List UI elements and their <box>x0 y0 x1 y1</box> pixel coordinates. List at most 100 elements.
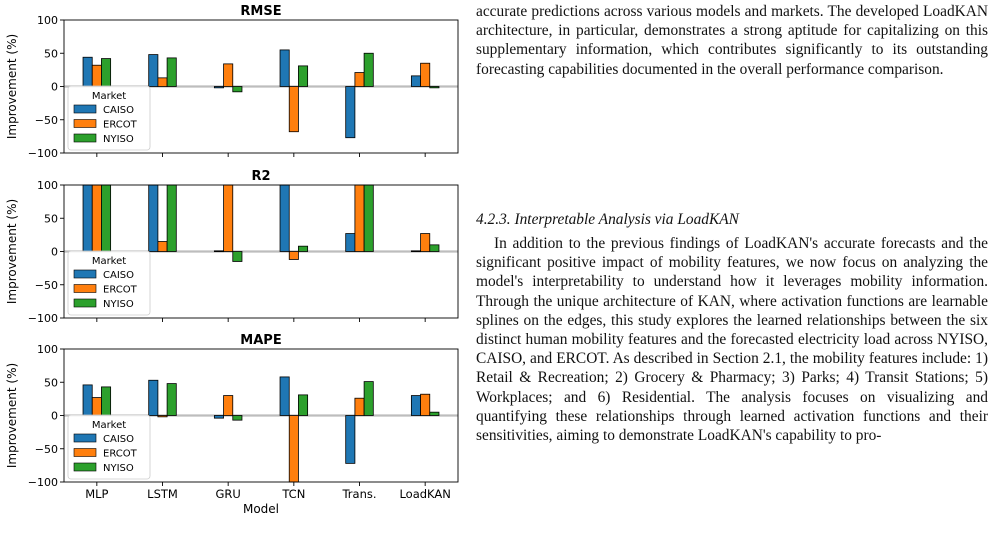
y-tick-label: −50 <box>35 114 58 127</box>
bar-nyiso-lstm <box>166 57 177 87</box>
chart-title: RMSE <box>240 4 281 19</box>
bar-caiso-mlp <box>82 56 93 87</box>
bar-nyiso-loadkan <box>429 86 440 89</box>
bar-nyiso-gru <box>232 251 243 262</box>
bar-caiso-gru <box>213 415 224 419</box>
bar-caiso-gru <box>213 86 224 89</box>
legend-label-nyiso: NYISO <box>103 299 134 310</box>
chart-title: R2 <box>251 169 270 184</box>
legend: Market CAISO ERCOT NYISO <box>67 250 151 316</box>
bar-ercot-trans <box>354 184 365 252</box>
bar-caiso-lstm <box>148 184 159 252</box>
bar-ercot-lstm <box>157 241 168 252</box>
legend-label-nyiso: NYISO <box>103 134 134 145</box>
bar-caiso-mlp <box>82 184 93 252</box>
y-tick-label: −100 <box>28 476 58 489</box>
x-tick-label: MLP <box>85 487 108 501</box>
bar-ercot-mlp <box>91 64 102 87</box>
legend-title: Market <box>92 420 126 431</box>
y-tick-label: 0 <box>51 410 58 423</box>
y-tick-label: −100 <box>28 312 58 325</box>
bar-nyiso-gru <box>232 415 243 421</box>
bar-nyiso-loadkan <box>429 411 440 416</box>
bar-ercot-gru <box>223 184 234 252</box>
bar-ercot-loadkan <box>420 233 431 252</box>
bar-ercot-trans <box>354 72 365 87</box>
bar-nyiso-trans <box>363 184 374 252</box>
y-tick-label: 100 <box>37 343 58 356</box>
figure-improvement-charts: RMSE −100 −50 0 50 100 Improvement (%) Market CA… <box>5 4 459 516</box>
legend-label-caiso: CAISO <box>103 105 134 116</box>
bar-caiso-mlp <box>82 384 93 416</box>
legend-title: Market <box>92 91 126 102</box>
bar-caiso-lstm <box>148 379 159 416</box>
bar-caiso-gru <box>213 250 224 253</box>
x-tick-label: LSTM <box>147 487 178 501</box>
bar-caiso-trans <box>345 233 356 252</box>
bar-nyiso-mlp <box>101 58 112 87</box>
x-tick-label: LoadKAN <box>399 487 450 501</box>
bar-ercot-tcn <box>288 251 299 260</box>
bar-ercot-mlp <box>91 397 102 416</box>
bar-caiso-trans <box>345 415 356 464</box>
bar-nyiso-trans <box>363 381 374 416</box>
bar-caiso-tcn <box>279 49 290 87</box>
y-tick-label: 0 <box>51 246 58 259</box>
bar-nyiso-loadkan <box>429 244 440 252</box>
y-axis-label: Improvement (%) <box>5 199 19 304</box>
y-tick-label: 50 <box>44 376 58 389</box>
bar-ercot-lstm <box>157 415 168 418</box>
bar-ercot-loadkan <box>420 62 431 87</box>
paragraph-interpretable-analysis: In addition to the previous findings of … <box>476 235 988 445</box>
legend-swatch-caiso <box>73 269 97 279</box>
y-axis-label: Improvement (%) <box>5 363 19 468</box>
y-axis-label: Improvement (%) <box>5 34 19 139</box>
chart-r2: R2 −100 −50 0 50 100 Improvement (%) Market CAIS… <box>5 169 459 325</box>
chart-title: MAPE <box>240 333 281 348</box>
paragraph-continuation: accurate predictions across various mode… <box>476 3 988 78</box>
y-tick-label: 0 <box>51 81 58 94</box>
bar-nyiso-mlp <box>101 184 112 252</box>
bar-ercot-tcn <box>288 415 299 483</box>
legend-label-caiso: CAISO <box>103 270 134 281</box>
y-tick-label: 100 <box>37 14 58 27</box>
chart-rmse: RMSE −100 −50 0 50 100 Improvement (%) Market CA… <box>5 4 459 160</box>
x-tick-label: GRU <box>216 487 241 501</box>
bar-ercot-gru <box>223 63 234 87</box>
y-tick-label: 100 <box>37 179 58 192</box>
legend-swatch-nyiso <box>73 462 97 472</box>
bar-nyiso-mlp <box>101 386 112 416</box>
y-tick-label: −50 <box>35 279 58 292</box>
chart-mape: MAPE −100 −50 0 50 100 MLP LSTM GRU TCN Trans. Load… <box>5 333 459 516</box>
y-tick-label: 50 <box>44 47 58 60</box>
legend-swatch-caiso <box>73 104 97 114</box>
bar-caiso-loadkan <box>410 75 421 87</box>
y-tick-label: −100 <box>28 147 58 160</box>
legend: Market CAISO ERCOT NYISO <box>67 85 151 151</box>
legend-swatch-ercot <box>73 284 97 293</box>
legend-label-ercot: ERCOT <box>103 120 138 131</box>
bar-caiso-trans <box>345 86 356 139</box>
bar-caiso-loadkan <box>410 395 421 416</box>
bar-caiso-loadkan <box>410 250 421 253</box>
x-tick-label: Trans. <box>341 487 376 501</box>
section-heading: 4.2.3. Interpretable Analysis via LoadKA… <box>476 211 739 228</box>
legend-swatch-nyiso <box>73 298 97 308</box>
legend: Market CAISO ERCOT NYISO <box>67 414 151 480</box>
bar-caiso-tcn <box>279 184 290 252</box>
bar-nyiso-tcn <box>298 245 309 252</box>
bar-ercot-trans <box>354 397 365 416</box>
bar-caiso-lstm <box>148 54 159 87</box>
bar-ercot-mlp <box>91 184 102 252</box>
bar-nyiso-lstm <box>166 383 177 416</box>
y-tick-label: 50 <box>44 212 58 225</box>
bar-ercot-lstm <box>157 77 168 87</box>
bar-ercot-gru <box>223 395 234 416</box>
legend-title: Market <box>92 256 126 267</box>
bar-ercot-loadkan <box>420 393 431 416</box>
legend-swatch-nyiso <box>73 133 97 143</box>
bar-caiso-tcn <box>279 376 290 416</box>
legend-label-nyiso: NYISO <box>103 463 134 474</box>
legend-swatch-ercot <box>73 448 97 457</box>
legend-label-ercot: ERCOT <box>103 449 138 460</box>
